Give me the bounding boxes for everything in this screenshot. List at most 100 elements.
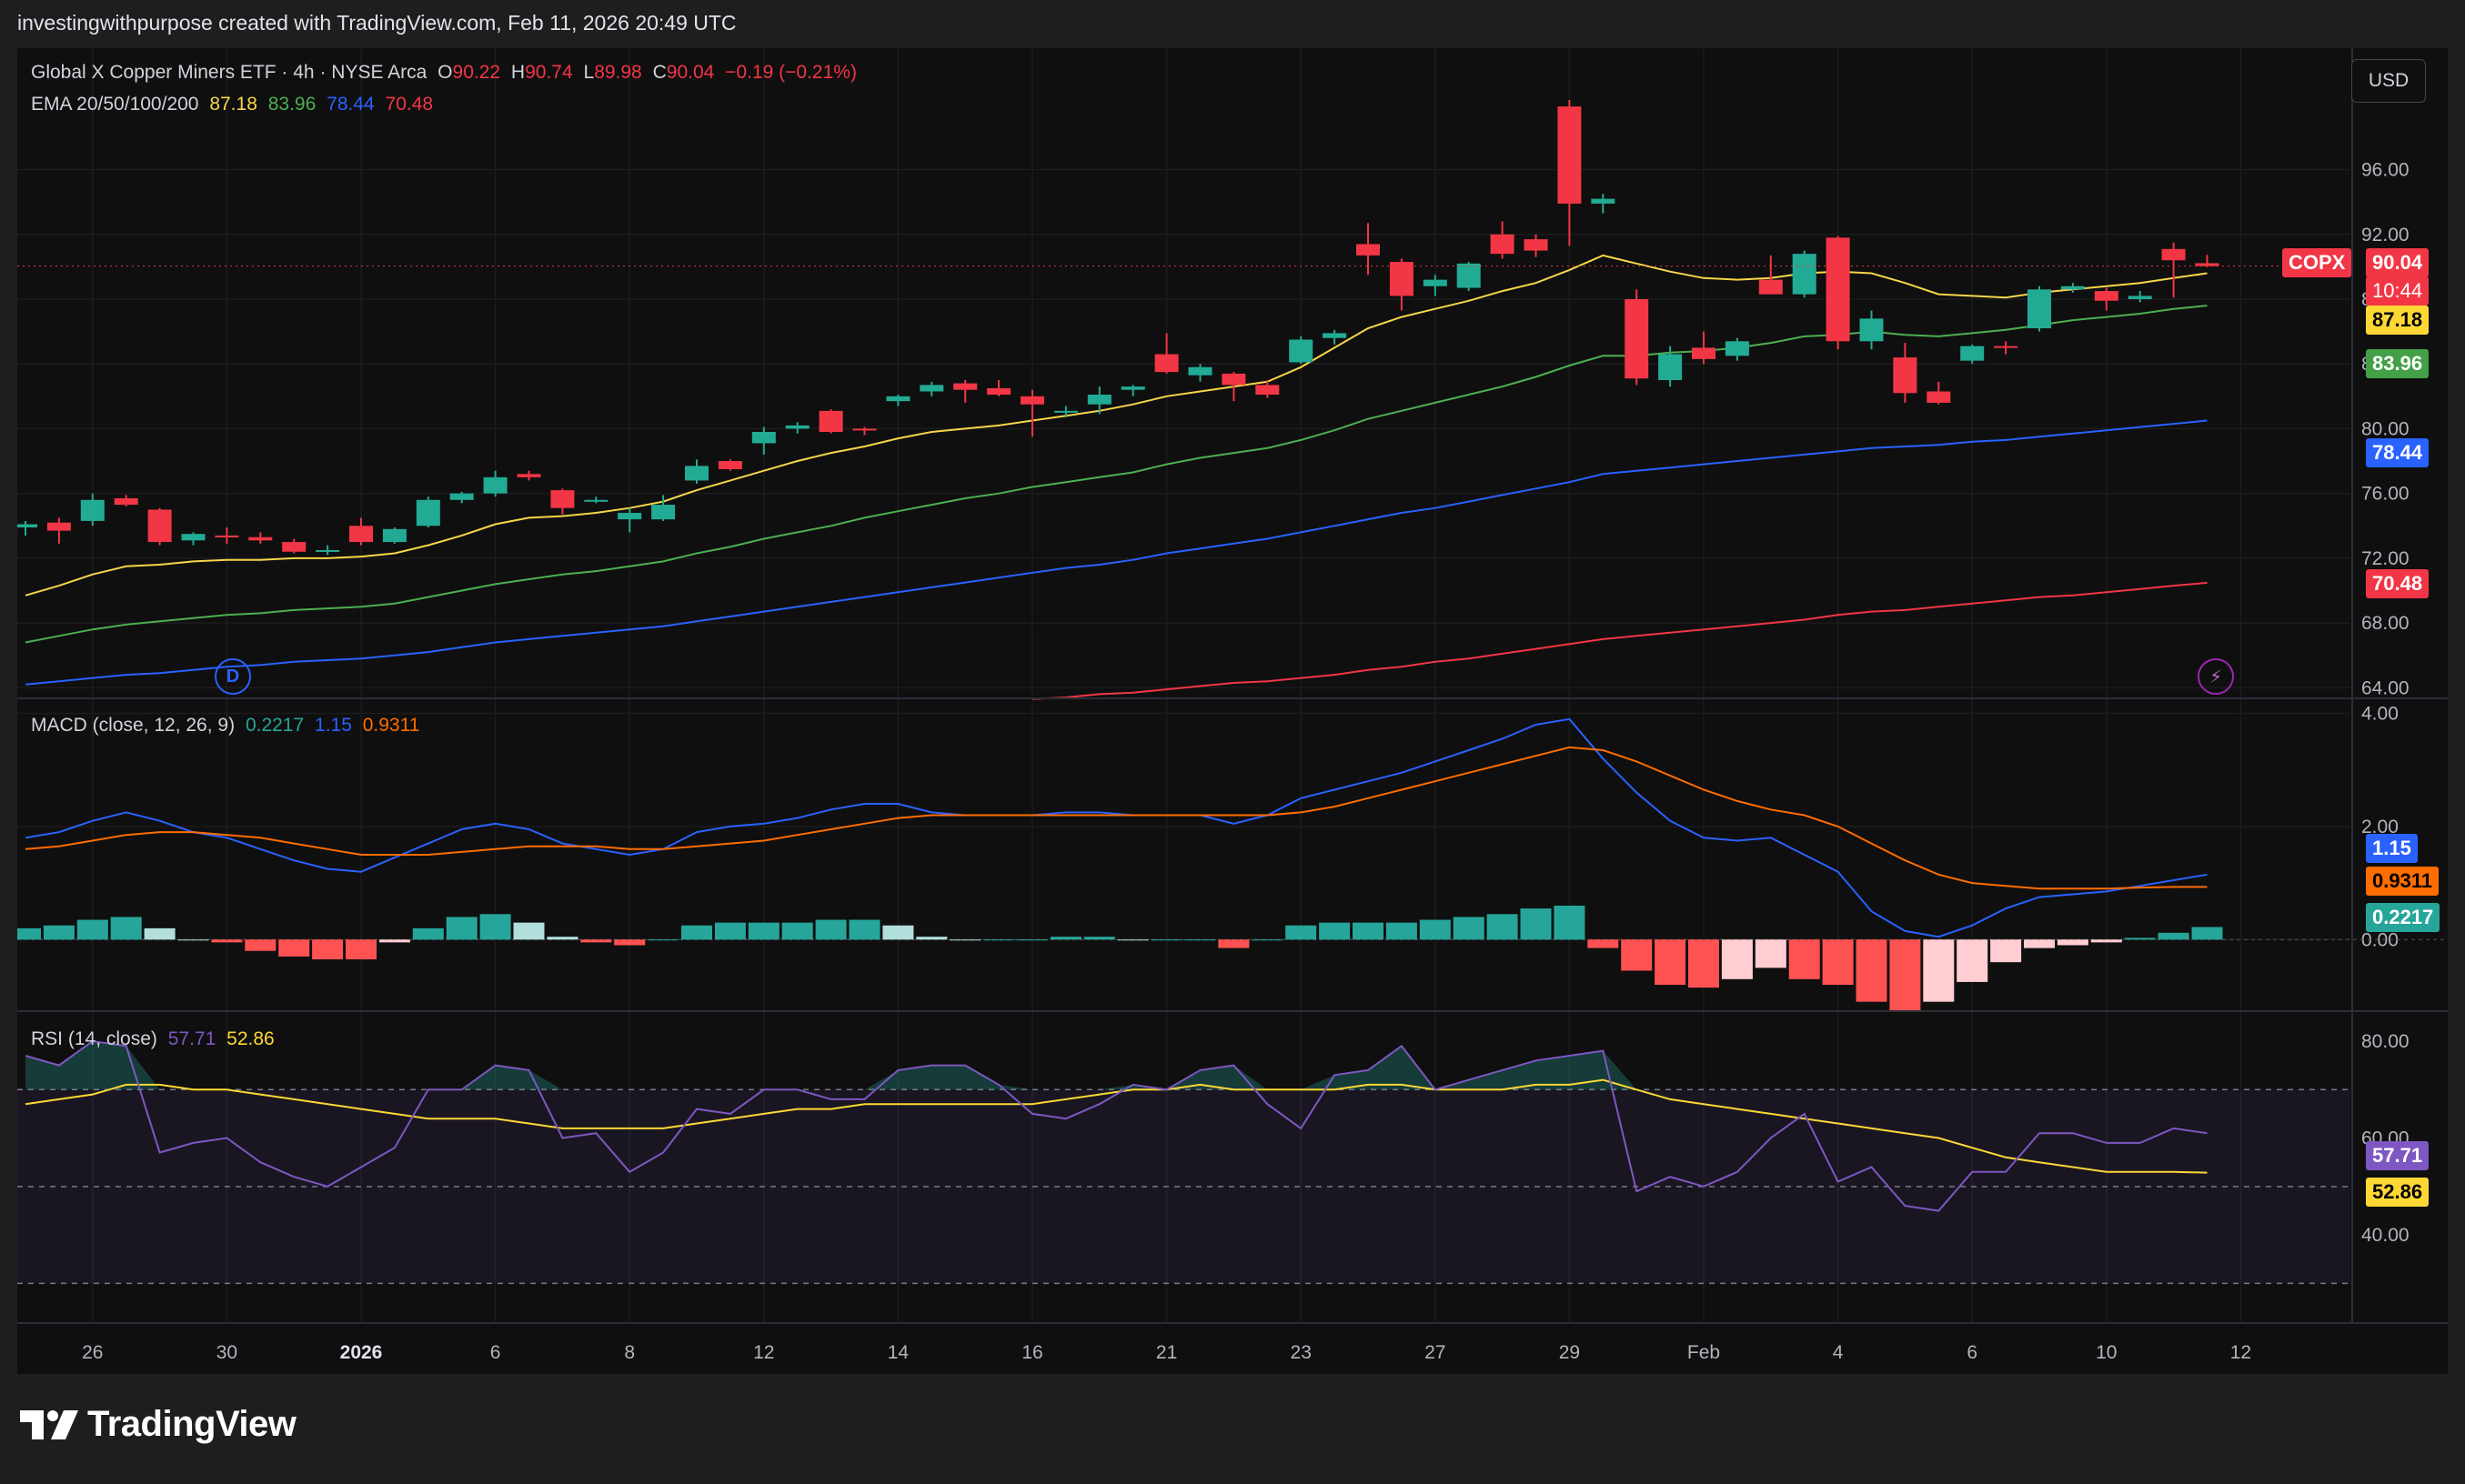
macd-histogram-bar <box>1184 939 1216 941</box>
candle-body <box>147 509 172 543</box>
macd-histogram-bar <box>17 928 41 940</box>
candle-body <box>2128 296 2152 299</box>
macd-histogram-bar <box>479 914 511 940</box>
change-value: −0.19 (−0.21%) <box>725 62 857 83</box>
tradingview-wordmark: TradingView <box>87 1404 297 1444</box>
high-label: H <box>510 62 526 83</box>
time-axis-tick-label: 12 <box>753 1342 774 1363</box>
histogram-tag: 0.2217 <box>2366 903 2440 932</box>
symbol-tag: COPX <box>2282 248 2352 277</box>
macd-histogram-bar <box>1285 925 1317 940</box>
candle-body <box>852 428 877 431</box>
dividend-marker[interactable]: D <box>215 658 251 695</box>
event-marker[interactable]: ⚡ <box>2198 658 2234 695</box>
rsi-overbought-fill <box>1099 1084 1133 1090</box>
macd-histogram-bar <box>714 922 746 940</box>
rsi-overbought-fill <box>1334 1069 1368 1090</box>
rsi-overbought-fill <box>864 1069 899 1090</box>
candle-body <box>1758 279 1783 295</box>
candle-body <box>920 385 944 392</box>
price-axis-tick-label: 72.00 <box>2361 548 2410 569</box>
rsi-ma-line <box>25 1078 2208 1174</box>
candle-body <box>1389 262 1414 296</box>
macd-histogram-bar <box>547 937 579 940</box>
candle-body <box>1323 333 1347 338</box>
macd-histogram-bar <box>1151 939 1182 941</box>
macd-histogram-bar <box>849 919 880 940</box>
price-axis-tick-label: 76.00 <box>2361 484 2410 505</box>
candle-body <box>483 476 508 494</box>
rsi-axis-tick-label: 40.00 <box>2361 1225 2410 1246</box>
candle-body <box>785 425 810 429</box>
rsi-value: 57.71 <box>167 1028 216 1049</box>
macd-histogram-bar <box>1688 939 1719 988</box>
candle-body <box>1557 106 1582 204</box>
macd-histogram-bar <box>614 939 646 946</box>
macd-histogram-bar <box>950 939 981 941</box>
candle-body <box>2060 286 2085 290</box>
time-axis-tick-label: 16 <box>1021 1342 1042 1363</box>
macd-histogram-bar <box>1385 922 1417 940</box>
tradingview-logo[interactable]: TradingView <box>20 1404 297 1445</box>
candle-body <box>517 474 541 477</box>
chart-area[interactable]: 64.0068.0072.0076.0080.0084.0088.0092.00… <box>17 48 2448 1374</box>
candle-body <box>1121 386 1145 390</box>
last-price-tag: 90.04 <box>2366 248 2430 277</box>
time-axis-tick-label: 4 <box>1833 1342 1844 1363</box>
candle-body <box>282 542 307 552</box>
macd-histogram-bar <box>1453 917 1484 940</box>
candle-body <box>1625 298 1649 379</box>
rsi-overbought-fill <box>528 1069 563 1090</box>
chart-canvas[interactable]: 64.0068.0072.0076.0080.0084.0088.0092.00… <box>17 48 2448 1374</box>
macd-histogram-bar <box>1319 922 1351 940</box>
signal-tag: 0.9311 <box>2366 867 2440 896</box>
price-axis-tick-label: 96.00 <box>2361 160 2410 181</box>
macd-histogram-bar <box>312 939 344 960</box>
candle-body <box>819 410 843 432</box>
candle-body <box>1927 391 1951 403</box>
candle-body <box>1021 396 1044 405</box>
rsi-overbought-fill <box>495 1065 529 1090</box>
macd-histogram-bar <box>278 939 310 957</box>
currency-button[interactable]: USD <box>2351 59 2426 103</box>
ema200-line <box>1031 581 2208 700</box>
close-label: C <box>652 62 667 83</box>
time-axis-tick-label: 21 <box>1156 1342 1177 1363</box>
rsi-overbought-fill <box>1301 1075 1335 1090</box>
macd-histogram-bar <box>1117 939 1149 941</box>
macd-histogram-bar <box>346 939 377 960</box>
rsi-overbought-fill <box>1569 1050 1604 1090</box>
candle-body <box>618 513 642 520</box>
time-axis-tick-label: 23 <box>1291 1342 1312 1363</box>
rsi-ma-value: 52.86 <box>226 1028 275 1049</box>
low-value: 89.98 <box>594 62 642 83</box>
macd-histogram-bar <box>43 925 75 940</box>
candle-body <box>1792 254 1816 295</box>
time-axis-tick-label: 8 <box>624 1342 635 1363</box>
rsi-overbought-fill <box>1368 1046 1402 1090</box>
macd-histogram-bar <box>2057 939 2088 946</box>
macd-histogram-bar <box>76 919 108 940</box>
macd-histogram-bar <box>1083 937 1115 940</box>
candle-body <box>349 526 373 543</box>
rsi-overbought-fill <box>1535 1055 1570 1090</box>
macd-legend-label: MACD (close, 12, 26, 9) <box>31 715 236 736</box>
macd-histogram-bar <box>1923 939 1955 1002</box>
candle-body <box>449 493 474 500</box>
macd-histogram-bar <box>245 939 277 951</box>
macd-hist-value: 0.2217 <box>245 715 305 736</box>
candle-body <box>1356 244 1380 256</box>
ema-legend-label: EMA 20/50/100/200 <box>31 94 199 115</box>
time-axis-tick-label: 14 <box>888 1342 910 1363</box>
macd-histogram-bar <box>1755 939 1786 968</box>
chart-caption: investingwithpurpose created with Tradin… <box>17 11 737 35</box>
ema-legend: EMA 20/50/100/200 87.18 83.96 78.44 70.4… <box>31 94 438 115</box>
signal-line <box>25 746 2208 890</box>
candle-body <box>1893 357 1917 394</box>
price-axis-tick-label: 68.00 <box>2361 613 2410 634</box>
ema20-tag: 87.18 <box>2366 306 2430 335</box>
macd-histogram-bar <box>815 919 847 940</box>
candle-body <box>2094 291 2118 301</box>
candle-body <box>584 499 609 502</box>
candle-body <box>886 396 911 402</box>
